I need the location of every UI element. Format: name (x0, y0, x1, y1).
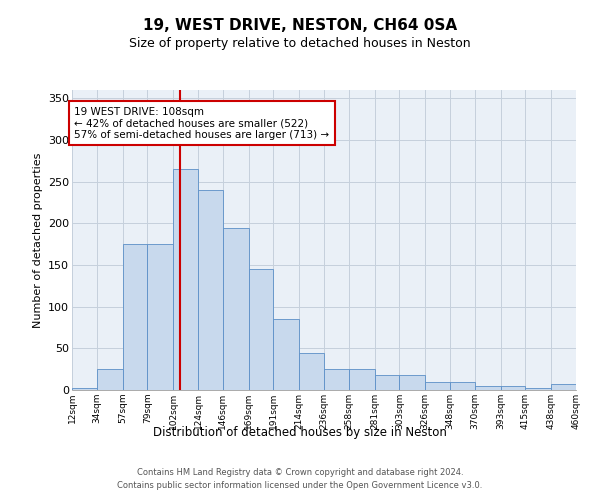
Bar (551, 384, 576, 390)
Text: 19 WEST DRIVE: 108sqm
← 42% of detached houses are smaller (522)
57% of semi-det: 19 WEST DRIVE: 108sqm ← 42% of detached … (74, 106, 329, 140)
Bar (97, 369, 122, 390)
Bar (526, 388, 551, 390)
Bar (148, 244, 173, 390)
Bar (173, 169, 198, 390)
Bar (122, 244, 148, 390)
Y-axis label: Number of detached properties: Number of detached properties (32, 152, 43, 328)
Text: Contains public sector information licensed under the Open Government Licence v3: Contains public sector information licen… (118, 480, 482, 490)
Bar (425, 382, 450, 390)
Bar (274, 319, 299, 390)
Bar (475, 386, 500, 390)
Bar (248, 269, 274, 390)
Bar (400, 375, 425, 390)
Bar (374, 375, 400, 390)
Bar (299, 352, 324, 390)
Text: Size of property relative to detached houses in Neston: Size of property relative to detached ho… (129, 38, 471, 51)
Bar (72, 388, 97, 390)
Bar (324, 369, 349, 390)
Bar (500, 386, 526, 390)
Text: Distribution of detached houses by size in Neston: Distribution of detached houses by size … (153, 426, 447, 439)
Text: 19, WEST DRIVE, NESTON, CH64 0SA: 19, WEST DRIVE, NESTON, CH64 0SA (143, 18, 457, 32)
Bar (450, 382, 475, 390)
Bar (223, 228, 248, 390)
Text: Contains HM Land Registry data © Crown copyright and database right 2024.: Contains HM Land Registry data © Crown c… (137, 468, 463, 477)
Bar (349, 369, 374, 390)
Bar (198, 190, 223, 390)
